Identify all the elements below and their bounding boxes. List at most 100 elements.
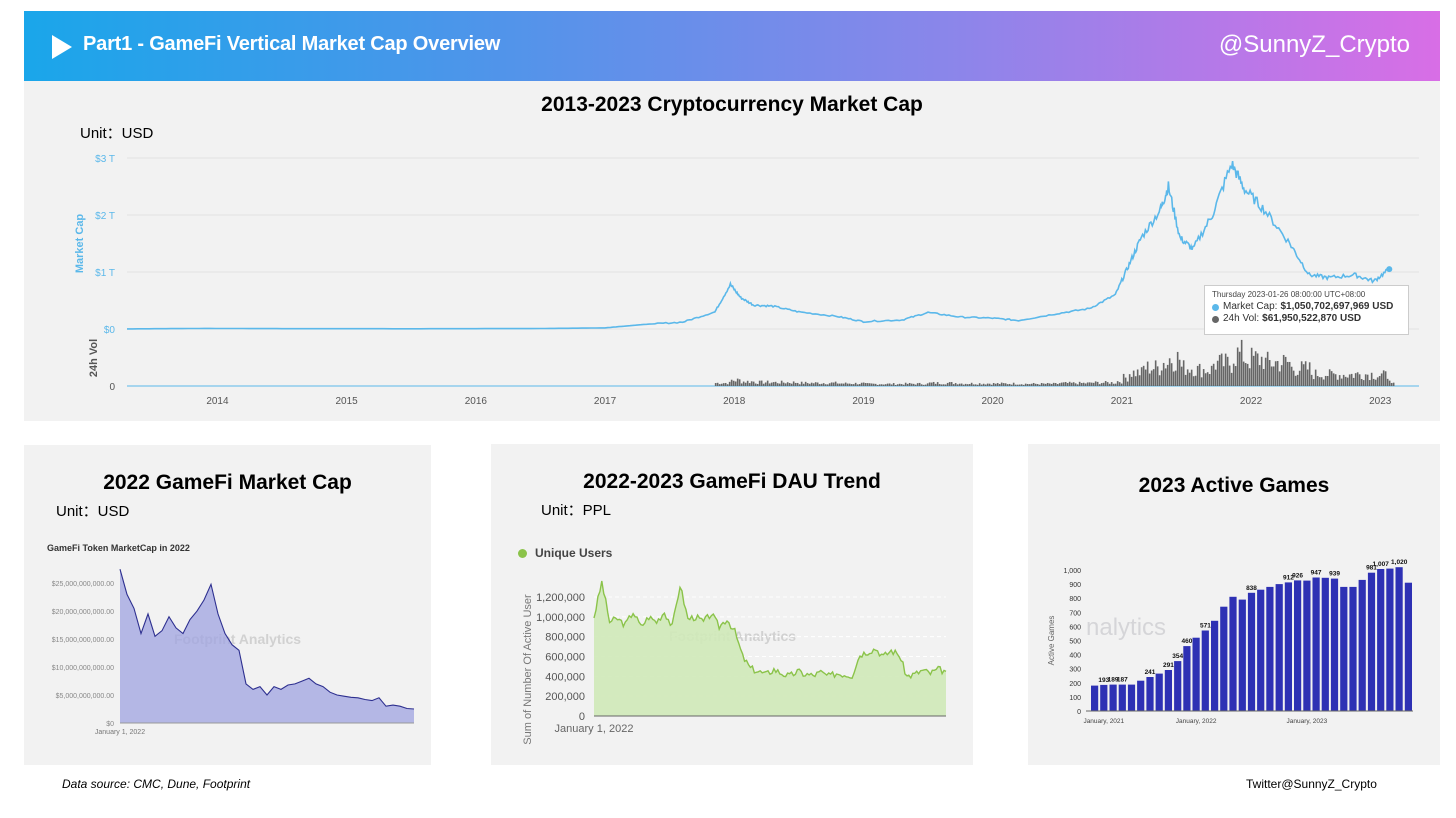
volume-bar (1014, 384, 1017, 386)
bar (1183, 646, 1191, 711)
volume-bar (1262, 368, 1265, 386)
volume-bar (1006, 384, 1009, 386)
volume-bar (998, 384, 1001, 386)
volume-bar (758, 380, 761, 386)
volume-bar (1168, 358, 1171, 386)
volume-bar (956, 384, 959, 386)
y2-axis-label: 24h Vol (88, 339, 100, 377)
volume-bar (1040, 383, 1043, 386)
volume-bar (830, 382, 833, 386)
unit-label: Unit：USD (56, 503, 130, 520)
volume-bar (932, 381, 935, 386)
volume-bar (1106, 382, 1109, 386)
bar (1247, 592, 1256, 711)
volume-bar (810, 382, 813, 386)
volume-bar (904, 382, 907, 386)
volume-bar (1048, 383, 1051, 386)
volume-bar (852, 384, 855, 386)
bar-value-label: 193 (1098, 677, 1109, 684)
volume-bar (996, 383, 999, 386)
volume-bar (1308, 362, 1311, 386)
area-fill (594, 581, 946, 716)
y-tick-label: $25,000,000,000.00 (52, 581, 114, 588)
market-cap-dot-icon (1212, 303, 1219, 311)
bar (1155, 673, 1163, 711)
volume-bar (1298, 370, 1301, 386)
x-tick-label: 2014 (206, 396, 229, 407)
volume-bar (1372, 378, 1375, 386)
volume-bar (1256, 353, 1259, 386)
header-title: Part1 - GameFi Vertical Market Cap Overv… (83, 33, 501, 55)
volume-bar (1126, 381, 1129, 386)
volume-bar (1138, 375, 1141, 386)
volume-bar (1132, 370, 1135, 386)
volume-bar (1226, 356, 1229, 386)
legend-unique-users[interactable]: Unique Users (518, 546, 612, 560)
bar-value-label: 1,020 (1391, 559, 1408, 566)
crypto-market-cap-chart[interactable]: $0 $1 T $2 T $3 T Market Cap 24h Vol 0 2014 2015… (24, 81, 1440, 421)
volume-bar (882, 384, 885, 386)
volume-bar (842, 383, 845, 386)
volume-bar (1166, 364, 1169, 386)
volume-bar (1390, 382, 1393, 386)
x-tick-label: January 1, 2022 (555, 723, 634, 735)
volume-bar (1244, 363, 1247, 386)
volume-bar (920, 384, 923, 386)
active-games-chart[interactable]: 0 100 200 300 400 500 600 700 800 900 1,000 Active … (1028, 444, 1440, 765)
volume-bar (814, 382, 817, 386)
bar (1091, 685, 1099, 711)
bar (1146, 677, 1154, 711)
volume-bar (1350, 373, 1353, 386)
volume-bar (1050, 383, 1053, 386)
bar (1275, 584, 1283, 711)
volume-bar (1282, 354, 1285, 386)
volume-bar (1202, 369, 1205, 386)
volume-bar (1134, 376, 1137, 386)
tooltip-mc-label: Market Cap: (1223, 301, 1278, 312)
hover-point (1386, 266, 1393, 273)
bar (1238, 599, 1246, 711)
volume-bar (1080, 383, 1083, 386)
volume-bar (1312, 379, 1315, 386)
volume-bar (1142, 365, 1145, 386)
volume-bar (1074, 383, 1077, 386)
bar-value-label: 460 (1181, 638, 1192, 645)
volume-bar (1094, 381, 1097, 386)
volume-bar (784, 383, 787, 386)
volume-bar (1196, 365, 1199, 386)
volume-bar (1252, 355, 1255, 386)
bar (1294, 580, 1302, 711)
gamefi-dau-chart[interactable]: 0 200,000 400,000 600,000 800,000 1,000,000 1,… (491, 444, 973, 765)
y-tick-label: $20,000,000,000.00 (52, 609, 114, 616)
volume-bar (954, 383, 957, 386)
volume-bar (1370, 372, 1373, 386)
volume-bar (974, 384, 977, 386)
bar (1211, 620, 1219, 711)
bar-value-label: 241 (1145, 669, 1156, 676)
volume-bar (1044, 383, 1047, 386)
volume-bar (826, 384, 829, 386)
bar (1127, 684, 1136, 711)
volume-bar (1032, 382, 1035, 386)
volume-bar (724, 382, 727, 386)
volume-bar (972, 384, 975, 386)
volume-bar (1136, 369, 1139, 386)
bar (1340, 586, 1348, 711)
volume-bar (1010, 384, 1013, 386)
volume-bar (950, 382, 953, 386)
volume-bar (1302, 364, 1305, 386)
x-tick-label: January, 2022 (1176, 718, 1217, 725)
x-tick-label: 2015 (336, 396, 359, 407)
volume-bar (1130, 376, 1133, 386)
bar (1330, 578, 1339, 711)
volume-bar (1310, 374, 1313, 386)
volume-bar (1058, 383, 1061, 386)
volume-bar (862, 382, 865, 386)
volume-bar (1326, 375, 1329, 386)
volume-bar (1108, 383, 1111, 386)
bar (1321, 577, 1329, 711)
y-tick-label: $1 T (95, 268, 115, 279)
volume-bar (728, 381, 731, 386)
volume-bar (720, 383, 723, 386)
gamefi-market-cap-chart[interactable]: GameFi Token MarketCap in 2022 $0 $5,000,0… (24, 445, 431, 765)
